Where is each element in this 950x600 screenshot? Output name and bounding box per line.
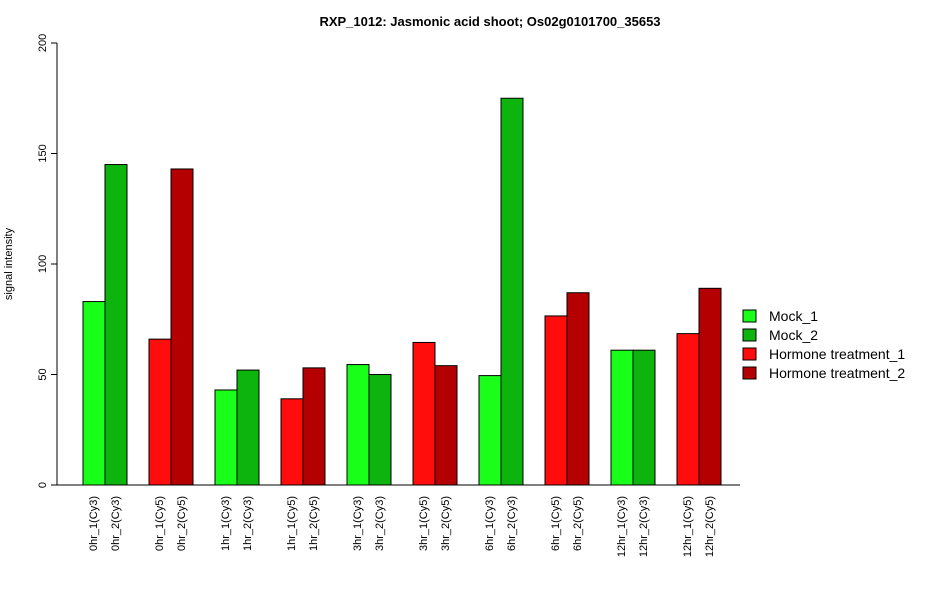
x-tick-label: 6hr_1(Cy3) (484, 496, 496, 551)
bar (170, 168, 194, 486)
x-tick-label: 6hr_1(Cy5) (550, 496, 562, 551)
bar (698, 287, 722, 486)
legend-label: Hormone treatment_2 (769, 365, 905, 381)
x-tick-label: 12hr_2(Cy3) (638, 496, 650, 557)
legend: Mock_1 Mock_2 Hormone treatment_1 Hormone t… (742, 308, 905, 381)
x-tick-label: 1hr_2(Cy3) (242, 496, 254, 551)
bar (478, 375, 502, 486)
x-tick-label: 3hr_1(Cy3) (352, 496, 364, 551)
y-axis: 0 50 100 150 200 (37, 34, 58, 488)
bar (214, 389, 238, 486)
bars-group (82, 97, 722, 486)
bar (104, 164, 128, 486)
y-tick-label: 0 (37, 482, 49, 488)
bar (566, 292, 590, 486)
y-tick-label: 50 (37, 368, 49, 380)
x-tick-label: 0hr_1(Cy5) (154, 496, 166, 551)
legend-swatch (742, 347, 757, 361)
legend-label: Mock_1 (769, 308, 818, 324)
y-tick-label: 150 (37, 144, 49, 162)
bar (368, 374, 392, 486)
x-tick-label: 6hr_2(Cy5) (572, 496, 584, 551)
legend-label: Hormone treatment_1 (769, 346, 905, 362)
x-tick-label: 1hr_1(Cy5) (286, 496, 298, 551)
x-tick-label: 0hr_2(Cy5) (176, 496, 188, 551)
x-tick-label: 12hr_1(Cy5) (682, 496, 694, 557)
bar (544, 315, 568, 486)
x-tick-label: 1hr_2(Cy5) (308, 496, 320, 551)
bar (280, 398, 304, 486)
legend-swatch (742, 366, 757, 380)
bar (434, 365, 458, 486)
x-tick-label: 0hr_1(Cy3) (88, 496, 100, 551)
bar (610, 349, 634, 486)
x-tick-label: 3hr_1(Cy5) (418, 496, 430, 551)
y-tick-label: 200 (37, 34, 49, 52)
y-axis-label: signal intensity (3, 227, 15, 300)
y-tick-label: 100 (37, 255, 49, 273)
x-tick-label: 1hr_1(Cy3) (220, 496, 232, 551)
legend-swatch (742, 328, 757, 342)
bar (412, 341, 436, 486)
bar (632, 349, 656, 486)
x-tick-labels: 0hr_1(Cy3) 0hr_2(Cy3) 0hr_1(Cy5) 0hr_2(Cy5)… (88, 496, 716, 557)
bar (82, 301, 106, 486)
x-tick-label: 0hr_2(Cy3) (110, 496, 122, 551)
x-tick-label: 12hr_2(Cy5) (704, 496, 716, 557)
legend-swatch (742, 309, 757, 323)
bar (500, 97, 524, 486)
bar (236, 369, 260, 486)
x-tick-label: 6hr_2(Cy3) (506, 496, 518, 551)
chart-title: RXP_1012: Jasmonic acid shoot; Os02g0101… (319, 14, 660, 29)
x-tick-label: 3hr_2(Cy5) (440, 496, 452, 551)
legend-label: Mock_2 (769, 327, 818, 343)
bar (676, 333, 700, 486)
x-tick-label: 3hr_2(Cy3) (374, 496, 386, 551)
bar (148, 338, 172, 486)
bar (302, 367, 326, 486)
x-tick-label: 12hr_1(Cy3) (616, 496, 628, 557)
bar (346, 364, 370, 486)
